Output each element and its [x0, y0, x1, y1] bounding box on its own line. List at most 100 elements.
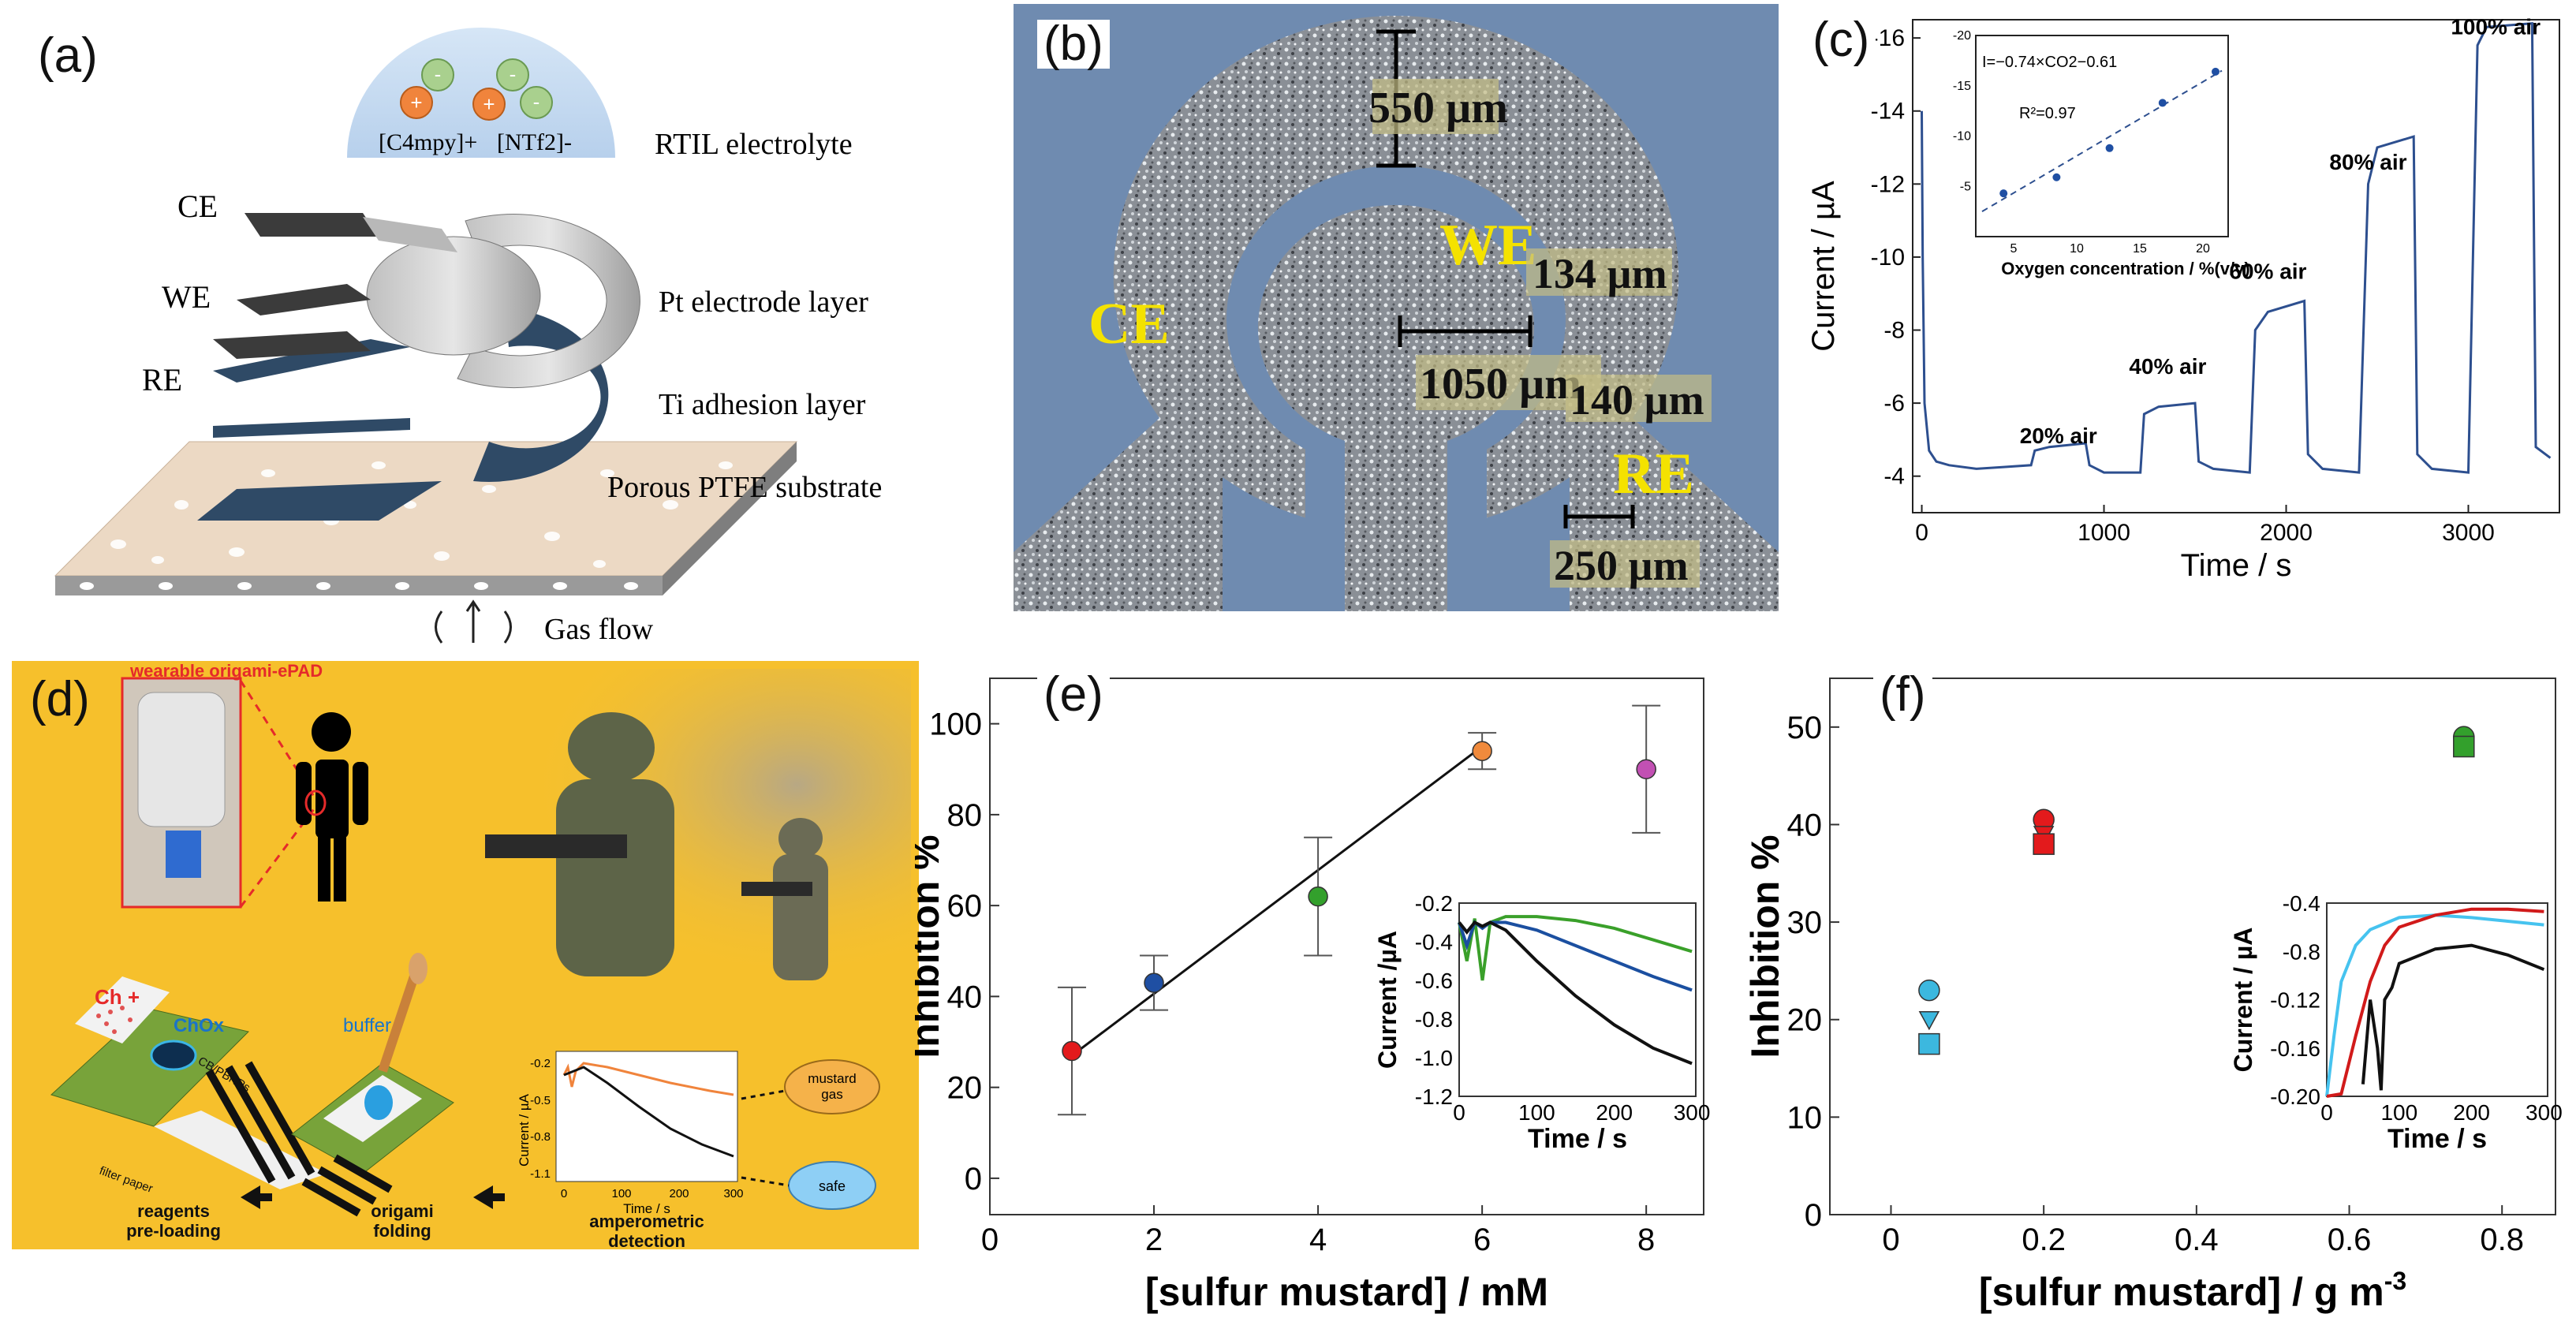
- cloud-safe: safe: [788, 1161, 876, 1210]
- inset-xtick-e-3: 300: [1674, 1100, 1711, 1125]
- xtick-label-e-3: 6: [1473, 1223, 1491, 1257]
- inset-xtick-e-0: 0: [1453, 1100, 1465, 1125]
- xtick-label-e-2: 4: [1309, 1223, 1327, 1257]
- anion-sign-3: -: [533, 90, 540, 114]
- person-icon: [296, 712, 368, 902]
- ytick-label-c-5: -14: [1871, 99, 1905, 125]
- mini-ytick-3: -1.1: [530, 1167, 551, 1181]
- ytick-label-f-2: 20: [1787, 1003, 1823, 1038]
- mini-xtick-1: 100: [611, 1187, 631, 1200]
- ptfe-pores: [110, 461, 733, 568]
- buffer-label: buffer: [343, 1015, 391, 1036]
- mini-xtick-0: 0: [561, 1187, 567, 1200]
- dimension-250: 250 µm: [1554, 542, 1689, 589]
- dimension-134: 134 µm: [1533, 250, 1667, 297]
- inset-xtick-f-1: 100: [2380, 1100, 2417, 1125]
- pt-electrode-layer: [457, 214, 640, 389]
- ylabel-c: Current / µA: [1806, 181, 1841, 352]
- inset-xtick-f-0: 0: [2320, 1100, 2333, 1125]
- inset-ytick-f-0: -0.4: [2283, 891, 2320, 916]
- chart-f: 0 0.2 0.4 0.6 0.8 0 10 20 30 40 50 [sulfur mustard]…: [1743, 678, 2563, 1314]
- panel-e: (e) 0 2 4 6 8 0 20 40 60 80 100 [sulfur mustard] / …: [903, 631, 1743, 1325]
- panel-label-f: (f): [1873, 670, 1932, 719]
- ytick-label-f-4: 40: [1787, 808, 1823, 842]
- panel-d: wearable origami-ePAD Ch + ChOx CB/PBNPs…: [12, 661, 919, 1251]
- annotation-c-3: 80% air: [2329, 150, 2406, 174]
- panel-label-e: (e): [1037, 670, 1110, 719]
- anion-label: [NTf2]-: [497, 129, 572, 155]
- label-ce: CE: [1088, 292, 1170, 357]
- xtick-label-e-4: 8: [1637, 1223, 1655, 1257]
- electrode-label-we: WE: [162, 279, 211, 315]
- inset-ylabel-f: Current / µA: [2229, 928, 2257, 1073]
- device-title: wearable origami-ePAD: [129, 661, 323, 681]
- layer-label-rtil: RTIL electrolyte: [655, 128, 853, 161]
- step-caption-3a: amperometric: [589, 1211, 704, 1231]
- reagent-chox: ChOx: [174, 1015, 225, 1036]
- inset-xtick-c-2: 15: [2133, 242, 2147, 256]
- ytick-label-f-0: 0: [1805, 1198, 1822, 1233]
- cation-sign-1: +: [410, 91, 422, 114]
- inset-point-c-3: [2158, 99, 2167, 107]
- step1-paper: [50, 976, 327, 1189]
- inset-xtick-c-1: 10: [2070, 242, 2084, 256]
- mini-ytick-0: -0.2: [530, 1057, 551, 1070]
- ytick-label-c-6: -16: [1871, 25, 1905, 51]
- data-point-e-3: [1472, 741, 1492, 761]
- panel-f: (f) 0 0.2 0.4 0.6 0.8 0 10 20 30 40 50 [sulfur must…: [1743, 631, 2576, 1325]
- layer-label-ptfe: Porous PTFE substrate: [607, 471, 882, 504]
- electrode-label-re: RE: [142, 362, 182, 398]
- xtick-label-c-2: 2000: [2260, 520, 2313, 546]
- panel-d-illustration: wearable origami-ePAD Ch + ChOx CB/PBNPs…: [50, 661, 911, 1251]
- inset-frame-c: [1975, 35, 2229, 237]
- cation-sign-2: +: [483, 92, 495, 116]
- inset-frame-e: [1458, 902, 1697, 1097]
- ytick-label-c-2: -8: [1883, 318, 1905, 344]
- step-caption-1b: pre-loading: [126, 1221, 221, 1241]
- panel-label-c: (c): [1806, 16, 1876, 65]
- xtick-label-c-1: 1000: [2078, 520, 2130, 546]
- xtick-label-c-3: 3000: [2442, 520, 2495, 546]
- step-caption-3b: detection: [608, 1231, 685, 1249]
- xlabel-f-superscript: -3: [2384, 1267, 2406, 1295]
- inset-fit-c: [1981, 69, 2223, 212]
- panel-label-a: (a): [32, 32, 104, 80]
- inset-ytick-c-2: -15: [1953, 80, 1971, 93]
- data-point-e-4: [1636, 759, 1656, 780]
- panel-label-d: (d): [30, 672, 90, 726]
- fit-line-e: [1071, 745, 1484, 1057]
- dimension-1050: 1050 µm: [1420, 360, 1581, 409]
- data-point-f-7: [2453, 735, 2475, 758]
- data-point-f-5: [2033, 833, 2055, 855]
- xlabel-c: Time / s: [2181, 548, 2292, 583]
- cloud-mustard-line1: mustard: [808, 1071, 856, 1086]
- inset-xtick-c-0: 5: [2010, 242, 2018, 256]
- layer-label-pt: Pt electrode layer: [659, 286, 868, 319]
- label-re: RE: [1613, 442, 1694, 506]
- inset-xtick-f-2: 200: [2453, 1100, 2490, 1125]
- inset-ytick-e-1: -0.4: [1415, 930, 1453, 954]
- data-point-e-1: [1144, 972, 1164, 993]
- xtick-label-e-1: 2: [1145, 1223, 1163, 1257]
- inset-ytick-f-2: -0.12: [2270, 988, 2320, 1013]
- panel-b: 550 µm WE 134 µm CE 1050 µm 140 µm RE 25…: [1014, 4, 1779, 611]
- panel-a-diagram: - + + - - [C4mpy]+ [NTf2]- RTIL electrol…: [54, 28, 882, 646]
- mini-ytick-1: -0.5: [530, 1094, 551, 1107]
- annotation-c-4: 100% air: [2451, 15, 2541, 39]
- inset-series-f-red: [2326, 907, 2544, 1098]
- step-caption-2b: folding: [373, 1221, 431, 1241]
- ytick-label-e-5: 100: [929, 707, 982, 742]
- xtick-label-f-2: 0.4: [2175, 1223, 2219, 1257]
- annotation-c-2: 60% air: [2229, 259, 2306, 284]
- inset-ytick-e-2: -0.6: [1415, 969, 1453, 993]
- inset-ytick-f-3: -0.16: [2270, 1036, 2320, 1061]
- ytick-label-f-5: 50: [1787, 711, 1823, 745]
- inset-point-c-0: [1999, 189, 2008, 198]
- inset-ytick-e-3: -0.8: [1415, 1007, 1453, 1032]
- ytick-label-e-2: 40: [947, 980, 983, 1014]
- plot-frame-c: [1912, 19, 2560, 513]
- step2-paper: [291, 953, 454, 1217]
- inset-ytick-e-0: -0.2: [1415, 891, 1453, 916]
- arrow-1: [241, 1185, 272, 1209]
